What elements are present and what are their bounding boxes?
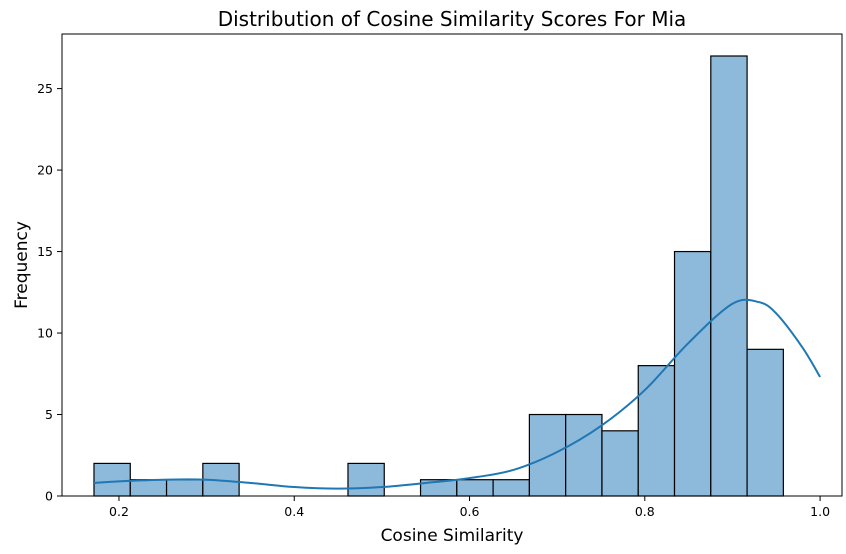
y-tick-label: 20	[37, 163, 53, 178]
histogram-bar	[165, 479, 204, 497]
y-axis-title: Frequency	[12, 221, 32, 309]
y-tick-label: 0	[45, 489, 53, 504]
histogram-bars	[93, 55, 784, 497]
histogram-bar	[746, 348, 784, 497]
histogram-bar	[565, 413, 603, 497]
histogram-bar	[456, 479, 494, 497]
y-tick-label: 5	[45, 407, 53, 422]
histogram-bar	[93, 462, 131, 497]
y-tick-label: 15	[37, 244, 53, 259]
x-tick-label: 0.6	[460, 504, 480, 519]
x-axis-title: Cosine Similarity	[381, 526, 524, 546]
histogram-bar	[710, 55, 748, 497]
histogram-bar	[637, 365, 676, 497]
histogram-bar	[528, 413, 567, 497]
histogram-bar	[492, 479, 530, 497]
histogram-bar	[347, 462, 385, 497]
x-axis-ticks: 0.2 0.4 0.6 0.8 1.0	[109, 496, 830, 519]
histogram-bar	[129, 479, 168, 497]
histogram-bar	[673, 250, 712, 497]
histogram-bar	[601, 430, 639, 497]
y-tick-label: 25	[37, 81, 53, 96]
x-tick-label: 0.4	[284, 504, 304, 519]
x-tick-label: 0.2	[109, 504, 129, 519]
chart-title: Distribution of Cosine Similarity Scores…	[218, 7, 687, 31]
y-tick-label: 10	[37, 326, 53, 341]
x-tick-label: 0.8	[635, 504, 655, 519]
x-tick-label: 1.0	[810, 504, 830, 519]
kde-curve	[93, 298, 821, 490]
y-axis-ticks: 0 5 10 15 20 25	[37, 81, 62, 504]
plot-area-frame	[61, 33, 843, 497]
